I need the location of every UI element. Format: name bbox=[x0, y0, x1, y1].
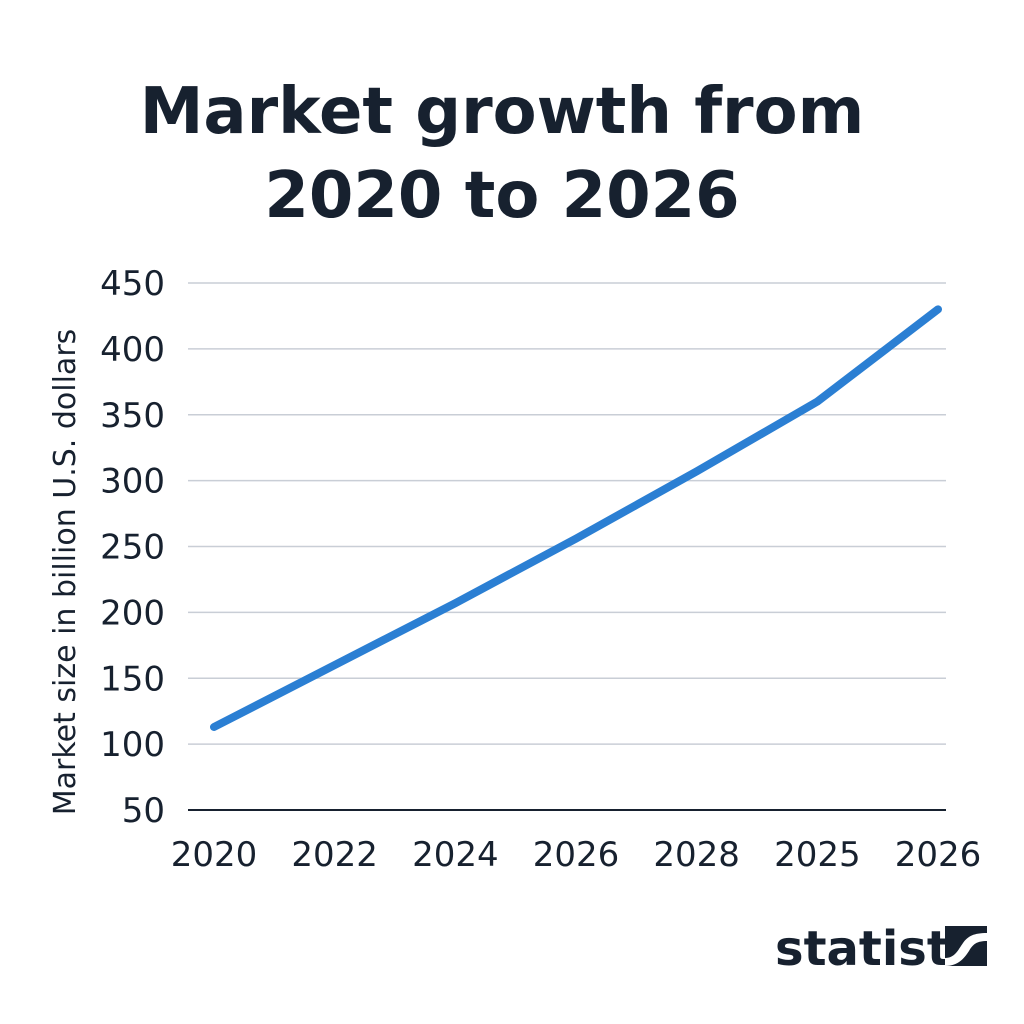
y-tick-label: 400 bbox=[100, 330, 165, 370]
chart-title-line-2: 2020 to 2026 bbox=[264, 159, 739, 233]
x-tick-label: 2026 bbox=[533, 835, 620, 875]
chart-title-line-1: Market growth from bbox=[140, 75, 865, 149]
x-tick-label: 2020 bbox=[171, 835, 258, 875]
y-axis-ticks: 50 100 150 200 250 300 350 400 450 bbox=[100, 264, 165, 831]
y-axis-label: Market size in billion U.S. dollars bbox=[48, 329, 83, 816]
y-tick-label: 450 bbox=[100, 264, 165, 304]
y-tick-label: 350 bbox=[100, 396, 165, 436]
y-tick-label: 50 bbox=[122, 791, 165, 831]
y-tick-label: 100 bbox=[100, 725, 165, 765]
x-tick-label: 2024 bbox=[412, 835, 499, 875]
y-tick-label: 250 bbox=[100, 528, 165, 568]
data-points bbox=[213, 309, 939, 728]
x-tick-label: 2028 bbox=[653, 835, 740, 875]
y-tick-label: 150 bbox=[100, 659, 165, 699]
x-tick-label: 2025 bbox=[774, 835, 861, 875]
brand-logo: statista bbox=[775, 921, 987, 977]
y-tick-label: 200 bbox=[100, 593, 165, 633]
series-line bbox=[210, 305, 942, 731]
x-tick-label: 2022 bbox=[291, 835, 378, 875]
gridlines bbox=[188, 282, 946, 745]
x-tick-label: 2026 bbox=[895, 835, 982, 875]
y-tick-label: 300 bbox=[100, 462, 165, 502]
statista-logo-icon bbox=[945, 926, 987, 966]
x-axis-ticks: 2020 2022 2024 2026 2028 2025 2026 bbox=[171, 835, 982, 875]
